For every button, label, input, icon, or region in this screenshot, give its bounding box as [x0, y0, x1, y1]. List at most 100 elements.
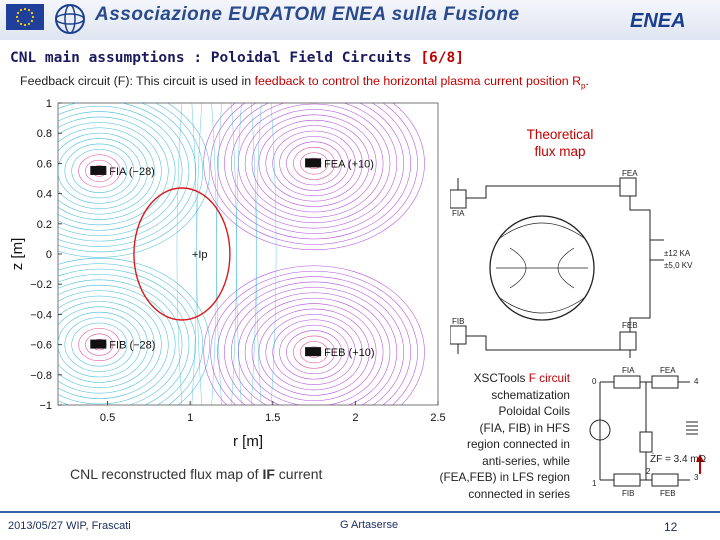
flux-contour [71, 149, 128, 193]
flux-contour [58, 116, 169, 226]
x-tick-label: 1.5 [265, 412, 280, 424]
schematic-node-4: 4 [694, 377, 699, 386]
y-tick-label: −0.2 [30, 279, 52, 291]
diagram-fia-label: FIA [452, 209, 465, 218]
xsc-line3: Poloidal Coils [498, 404, 570, 418]
flux-contour [58, 127, 155, 215]
flux-contour [244, 109, 384, 218]
xsc-line7: (FEA,FEB) in LFS region [439, 470, 570, 484]
flux-contour [210, 103, 418, 245]
flux-contour [58, 105, 183, 237]
flux-contour [203, 265, 425, 405]
flux-contour [58, 122, 162, 220]
xsc-line1a: XSCTools [473, 371, 529, 385]
flux-contour [58, 306, 148, 383]
flux-contour [231, 287, 398, 405]
y-tick-label: 0 [46, 249, 52, 261]
eu-star [16, 11, 20, 15]
schematic-impedance: ŻF = 3.4 mΩ [650, 452, 707, 465]
subtitle-part-c: . [585, 74, 589, 88]
x-tick-label: 0.5 [100, 412, 115, 424]
flux-contour [58, 132, 148, 210]
footer-divider [0, 511, 720, 513]
header-bar [0, 0, 720, 40]
flux-contour [272, 130, 356, 197]
coil-label: FEB (+10) [324, 347, 374, 359]
plot-frame [57, 102, 439, 406]
y-axis-label: z [m] [9, 238, 26, 271]
f-circuit-schematic: FIA FEA FIB FEB ŻF = 3.4 mΩ 0 1 2 3 4 [589, 366, 707, 498]
axis-ticks: 0.5 1 1.5 2 2.5 1 0.8 0.6 0.4 0.2 0 −0.2 −0.4 −0.6 −0.… [30, 98, 445, 424]
eu-flag-icon [6, 4, 44, 30]
subtitle-subscript: p [581, 81, 586, 91]
flux-contour [237, 292, 391, 405]
flux-contour [64, 143, 135, 199]
xsc-line5: region connected in [467, 437, 570, 451]
subtitle-part-b: feedback to control the horizontal plasm… [254, 74, 582, 88]
association-title: Associazione EURATOM ENEA sulla Fusione [95, 4, 520, 25]
flux-contour [210, 270, 418, 405]
flux-line [216, 103, 222, 405]
y-tick-label: −1 [39, 400, 52, 412]
schematic-feb: FEB [660, 489, 676, 498]
flux-contour [58, 295, 162, 394]
coil-label: FIB (−28) [109, 340, 155, 352]
flux-map-caption: CNL reconstructed flux map of IF current [70, 466, 322, 482]
flux-line [255, 103, 262, 405]
eu-star [19, 22, 23, 26]
y-tick-label: 0.8 [37, 128, 52, 140]
eu-star [30, 11, 34, 15]
flux-contour [279, 324, 349, 380]
diagram-fib-label: FIB [452, 317, 464, 326]
y-tick-label: −0.4 [30, 309, 52, 321]
footer-date-place: 2013/05/27 WIP, Frascati [8, 520, 131, 532]
y-tick-label: 1 [46, 98, 52, 110]
coil-label: FEA (+10) [324, 158, 374, 170]
eu-star [27, 8, 31, 12]
caption-part-b: IF [262, 466, 275, 482]
plasma-boundary [133, 187, 231, 321]
flux-contour [265, 125, 363, 202]
flux-contour [58, 257, 210, 405]
eu-star [23, 7, 27, 11]
flux-contour [58, 103, 197, 247]
caption-part-c: current [274, 466, 323, 482]
caption-part-a: CNL reconstructed flux map of [70, 466, 263, 482]
flux-contour [286, 141, 342, 186]
y-tick-label: −0.6 [30, 340, 52, 352]
flux-contour [78, 328, 121, 362]
coil-markers: FIA (−28) FEA (+10) FIB (−28) FEB (+10) +Ip [90, 158, 375, 359]
schematic-node-1: 1 [592, 479, 597, 488]
flux-line [196, 103, 202, 405]
diagram-current-rating: ±12 KA [664, 249, 691, 258]
flux-contour [231, 103, 398, 229]
enea-logo: ENEA [630, 10, 686, 32]
diagram-voltage-rating: ±5,0 KV [664, 261, 693, 270]
flux-contour [258, 119, 370, 207]
euratom-logo-icon [55, 4, 85, 34]
flux-contour [58, 111, 176, 231]
flux-contour [224, 103, 405, 234]
flux-contour [71, 322, 128, 367]
schematic-node-0: 0 [592, 377, 597, 386]
theoretical-flux-label: Theoretical flux map [500, 126, 620, 160]
flux-line [236, 103, 242, 405]
flux-map-chart: FIA (−28)FEA (+10)FIB (−28)FEB (+10)+Ip … [9, 98, 446, 450]
y-tick-label: −0.8 [30, 370, 52, 382]
flux-contour [58, 138, 141, 204]
diagram-fea-label: FEA [622, 169, 638, 178]
flux-contour [58, 279, 183, 405]
flux-contour [85, 333, 114, 356]
flux-contour [58, 268, 197, 405]
theoretical-flux-line1: Theoretical [526, 127, 594, 142]
slide-title-main: CNL main assumptions : Poloidal Field Ci… [10, 50, 412, 66]
diagram-feb-label: FEB [622, 321, 638, 330]
slide-title-number: [6/8] [420, 50, 464, 66]
flux-line [270, 103, 277, 405]
theoretical-flux-line2: flux map [534, 144, 586, 159]
flux-contour [224, 281, 405, 405]
flux-contour [78, 154, 121, 188]
eu-star [30, 19, 34, 23]
y-tick-label: 0.6 [37, 158, 52, 170]
flux-contour [265, 314, 363, 391]
